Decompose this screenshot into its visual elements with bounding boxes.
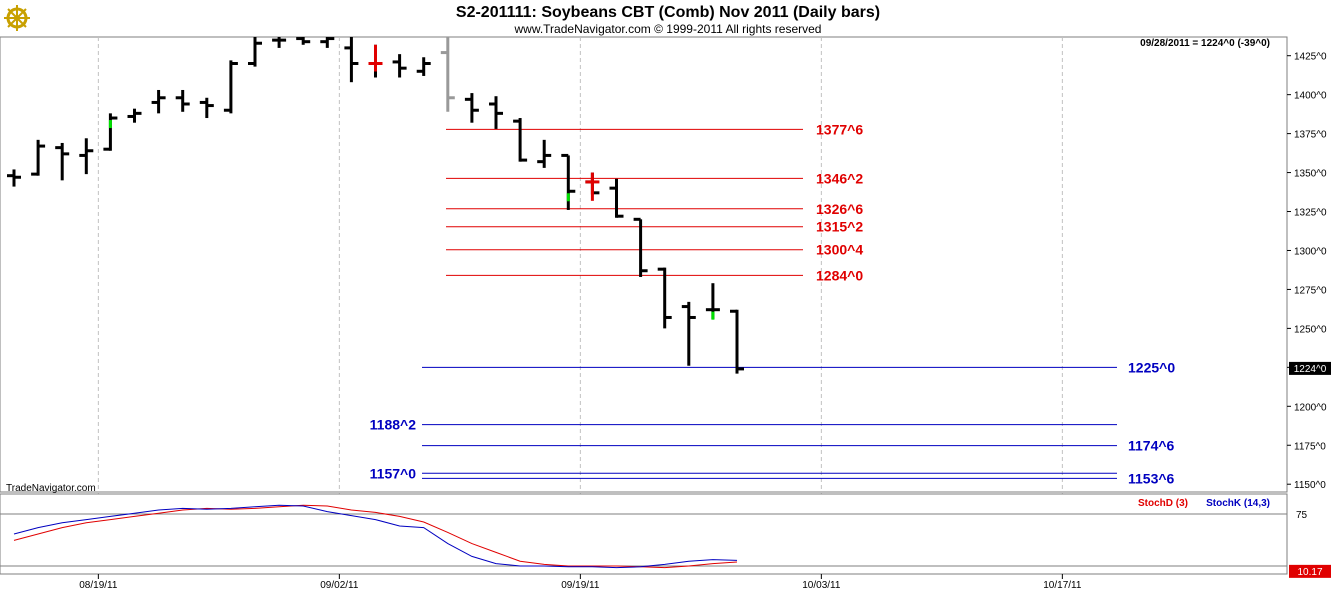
y-tick-label: 1150^0 (1294, 480, 1326, 491)
y-tick-label: 1350^0 (1294, 169, 1327, 180)
price-bars (7, 37, 744, 374)
stochastic-panel (0, 493, 1288, 575)
x-tick-label: 10/03/11 (802, 580, 841, 591)
y-tick-label: 1325^0 (1294, 208, 1327, 219)
stochastic-grid (0, 513, 1287, 567)
price-readout: 09/28/2011 = 1224^0 (-39^0) (1140, 38, 1270, 49)
y-tick-label: 1250^0 (1294, 324, 1327, 335)
x-tick-label: 10/17/11 (1043, 580, 1082, 591)
copyright-text: www.TradeNavigator.com © 1999-2011 All r… (514, 22, 822, 36)
level-label: 1153^6 (1128, 470, 1175, 486)
x-tick-label: 09/19/11 (561, 580, 600, 591)
level-label: 1315^2 (816, 219, 863, 235)
stoch-axis-tick: 75 (1296, 510, 1308, 521)
y-tick-label: 1375^0 (1294, 130, 1327, 141)
chart-title: S2-201111: Soybeans CBT (Comb) Nov 2011 … (456, 4, 880, 21)
stoch-k-legend: StochK (14,3) (1206, 498, 1270, 509)
y-tick-label: 1400^0 (1294, 91, 1327, 102)
grid (97, 37, 1063, 574)
level-lines: 1377^6 1346^2 1326^6 1315^2 1300^4 1284^0 1225… (370, 121, 1176, 486)
stoch-d-legend: StochD (3) (1138, 498, 1188, 509)
y-tick-label: 1300^0 (1294, 246, 1327, 257)
current-price-tag: 1224^0 (1289, 361, 1331, 375)
price-panel (0, 36, 1288, 493)
stoch-current-label: 10.17 (1297, 567, 1322, 578)
x-tick-label: 09/02/11 (320, 580, 359, 591)
y-tick-label: 1200^0 (1294, 402, 1327, 413)
date-axis: 08/19/11 09/02/11 09/19/11 10/03/11 10/17/11 (79, 574, 1082, 591)
price-axis: 1425^0 1400^0 1375^0 1350^0 1325^0 1300^0 1275… (1287, 52, 1327, 491)
stoch-k-line (13, 504, 738, 569)
y-tick-label: 1275^0 (1294, 285, 1327, 296)
stoch-current-tag: 10.17 (1289, 564, 1331, 578)
level-label: 1377^6 (816, 121, 863, 137)
level-label: 1346^2 (816, 170, 863, 186)
current-price-label: 1224^0 (1294, 364, 1327, 375)
level-label: 1174^6 (1128, 438, 1175, 454)
logo-icon (4, 5, 30, 31)
y-tick-label: 1425^0 (1294, 52, 1327, 63)
x-tick-label: 08/19/11 (79, 580, 118, 591)
stoch-d-line (13, 504, 738, 569)
y-tick-label: 1175^0 (1294, 441, 1326, 452)
level-label: 1300^4 (816, 242, 863, 258)
level-label: 1157^0 (370, 465, 417, 481)
level-label: 1284^0 (816, 267, 863, 283)
watermark-text: TradeNavigator.com (6, 483, 96, 494)
level-label: 1326^6 (816, 201, 863, 217)
level-label: 1188^2 (370, 417, 417, 433)
level-label: 1225^0 (1128, 359, 1175, 375)
